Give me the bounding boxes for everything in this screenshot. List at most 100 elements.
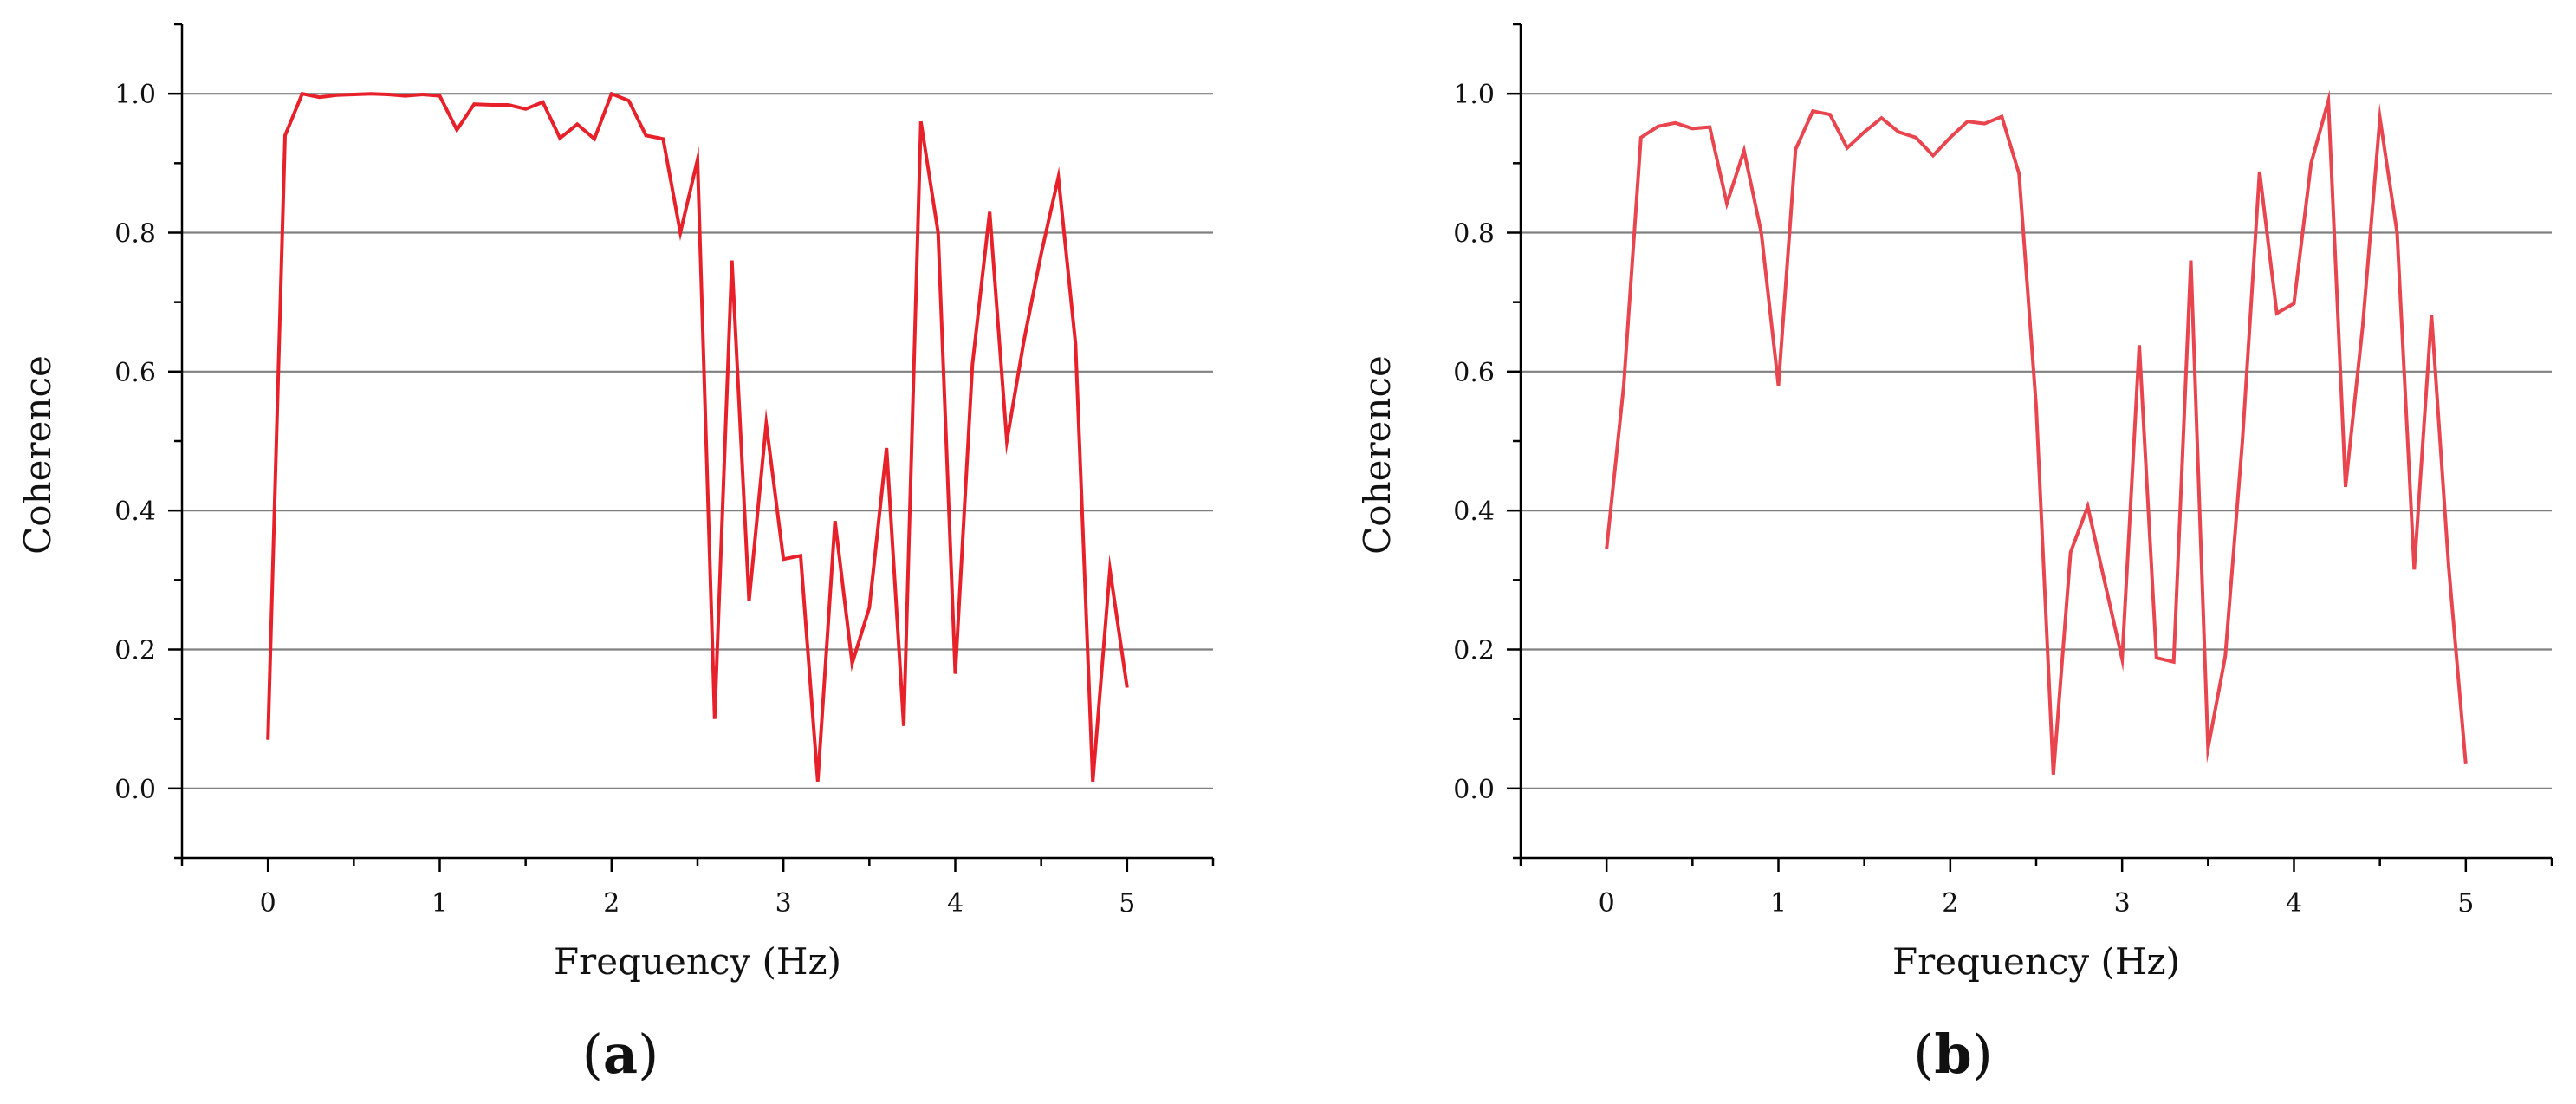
data-point: [1983, 122, 1987, 126]
data-point: [867, 606, 871, 609]
data-point: [1690, 127, 1694, 130]
data-point: [507, 103, 510, 107]
data-point: [369, 92, 373, 95]
panel-label: (b): [1913, 1023, 1993, 1086]
y-tick-label: 1.0: [114, 80, 156, 110]
data-point: [455, 128, 458, 132]
data-point: [2000, 115, 2003, 119]
data-point: [2120, 658, 2124, 661]
data-point: [851, 662, 854, 666]
data-point: [2344, 485, 2347, 489]
data-point: [1622, 384, 1625, 387]
data-point: [2464, 763, 2468, 766]
x-tick-label: 4: [2286, 888, 2302, 919]
data-point: [524, 107, 528, 111]
data-point: [1777, 384, 1781, 387]
data-point: [748, 599, 751, 602]
y-tick-label: 0.6: [1453, 358, 1495, 388]
data-point: [1005, 439, 1009, 443]
data-point: [1914, 136, 1917, 140]
data-point: [954, 672, 957, 676]
data-point: [1708, 126, 1711, 129]
y-tick-label: 0.4: [114, 497, 156, 527]
x-tick-label: 3: [775, 888, 792, 919]
data-point: [1863, 130, 1866, 133]
chart-panel-b: 0.0 0.2 0.4 0.6 0.8 1.0 0 1 2 3 4 5 Frequency (Hz) Co…: [1356, 23, 2553, 1086]
data-point: [283, 133, 287, 137]
data-point: [1022, 339, 1026, 342]
data-point: [558, 136, 561, 140]
data-point: [885, 446, 888, 450]
data-point: [1931, 154, 1935, 158]
series-line: [266, 91, 1129, 782]
data-point: [1880, 116, 1884, 120]
data-point: [2309, 161, 2313, 165]
x-tick-label: 5: [2457, 888, 2474, 919]
data-point: [678, 231, 682, 235]
data-point: [1949, 136, 1952, 140]
panel-label-close-paren: ): [1972, 1023, 1993, 1086]
data-point: [352, 93, 355, 96]
panel-label-open-paren: (: [582, 1023, 603, 1086]
data-point: [2103, 581, 2106, 585]
data-point: [2412, 568, 2416, 571]
y-tick-label: 0.2: [114, 636, 156, 666]
series-line: [1605, 89, 2468, 775]
y-tick-label: 0.0: [1453, 775, 1495, 805]
data-point: [593, 137, 596, 140]
data-point: [1725, 202, 1729, 205]
data-point: [335, 94, 339, 97]
data-point: [1674, 121, 1677, 125]
data-point: [816, 780, 820, 783]
panel-label-letter: a: [603, 1023, 638, 1086]
data-point: [1091, 780, 1094, 783]
data-point: [1794, 147, 1797, 151]
data-point: [2086, 504, 2090, 508]
data-point: [2447, 564, 2450, 568]
data-point: [2241, 439, 2244, 443]
data-point: [970, 363, 974, 367]
data-point: [386, 93, 390, 96]
y-tick-label: 0.0: [114, 775, 156, 805]
x-tick-label: 1: [1770, 888, 1787, 919]
x-tick-label: 0: [260, 888, 276, 919]
data-point: [2430, 313, 2433, 316]
data-point: [937, 231, 940, 235]
x-tick-label: 0: [1599, 888, 1615, 919]
data-point: [1742, 149, 1746, 153]
x-tick-label: 2: [603, 888, 620, 919]
data-point: [645, 133, 648, 137]
x-tick-label: 3: [2114, 888, 2131, 919]
data-point: [1897, 130, 1900, 133]
data-point: [730, 259, 734, 263]
data-point: [404, 94, 407, 98]
data-point: [301, 92, 304, 95]
data-point: [2172, 660, 2176, 664]
data-point: [2396, 231, 2399, 235]
data-point: [2258, 170, 2261, 173]
data-point: [2034, 405, 2038, 408]
data-point: [1811, 109, 1814, 113]
y-tick-label: 0.4: [1453, 497, 1495, 527]
data-point: [542, 101, 545, 104]
data-point: [2293, 302, 2296, 305]
data-point: [919, 120, 923, 123]
data-point: [988, 210, 991, 213]
y-tick-label: 0.6: [114, 358, 156, 388]
data-point: [472, 102, 476, 106]
data-point: [1846, 146, 1849, 150]
data-point: [575, 122, 579, 126]
x-tick-label: 4: [947, 888, 964, 919]
panel-label-letter: b: [1934, 1023, 1971, 1086]
data-point: [2155, 656, 2158, 659]
data-point: [1040, 252, 1043, 256]
data-point: [1605, 547, 1608, 550]
data-point: [610, 92, 613, 95]
data-point: [2206, 746, 2209, 750]
data-point: [2378, 116, 2382, 120]
data-point: [713, 718, 717, 721]
data-point: [834, 519, 837, 523]
data-point: [2190, 259, 2193, 263]
y-tick-label: 0.8: [1453, 219, 1495, 250]
